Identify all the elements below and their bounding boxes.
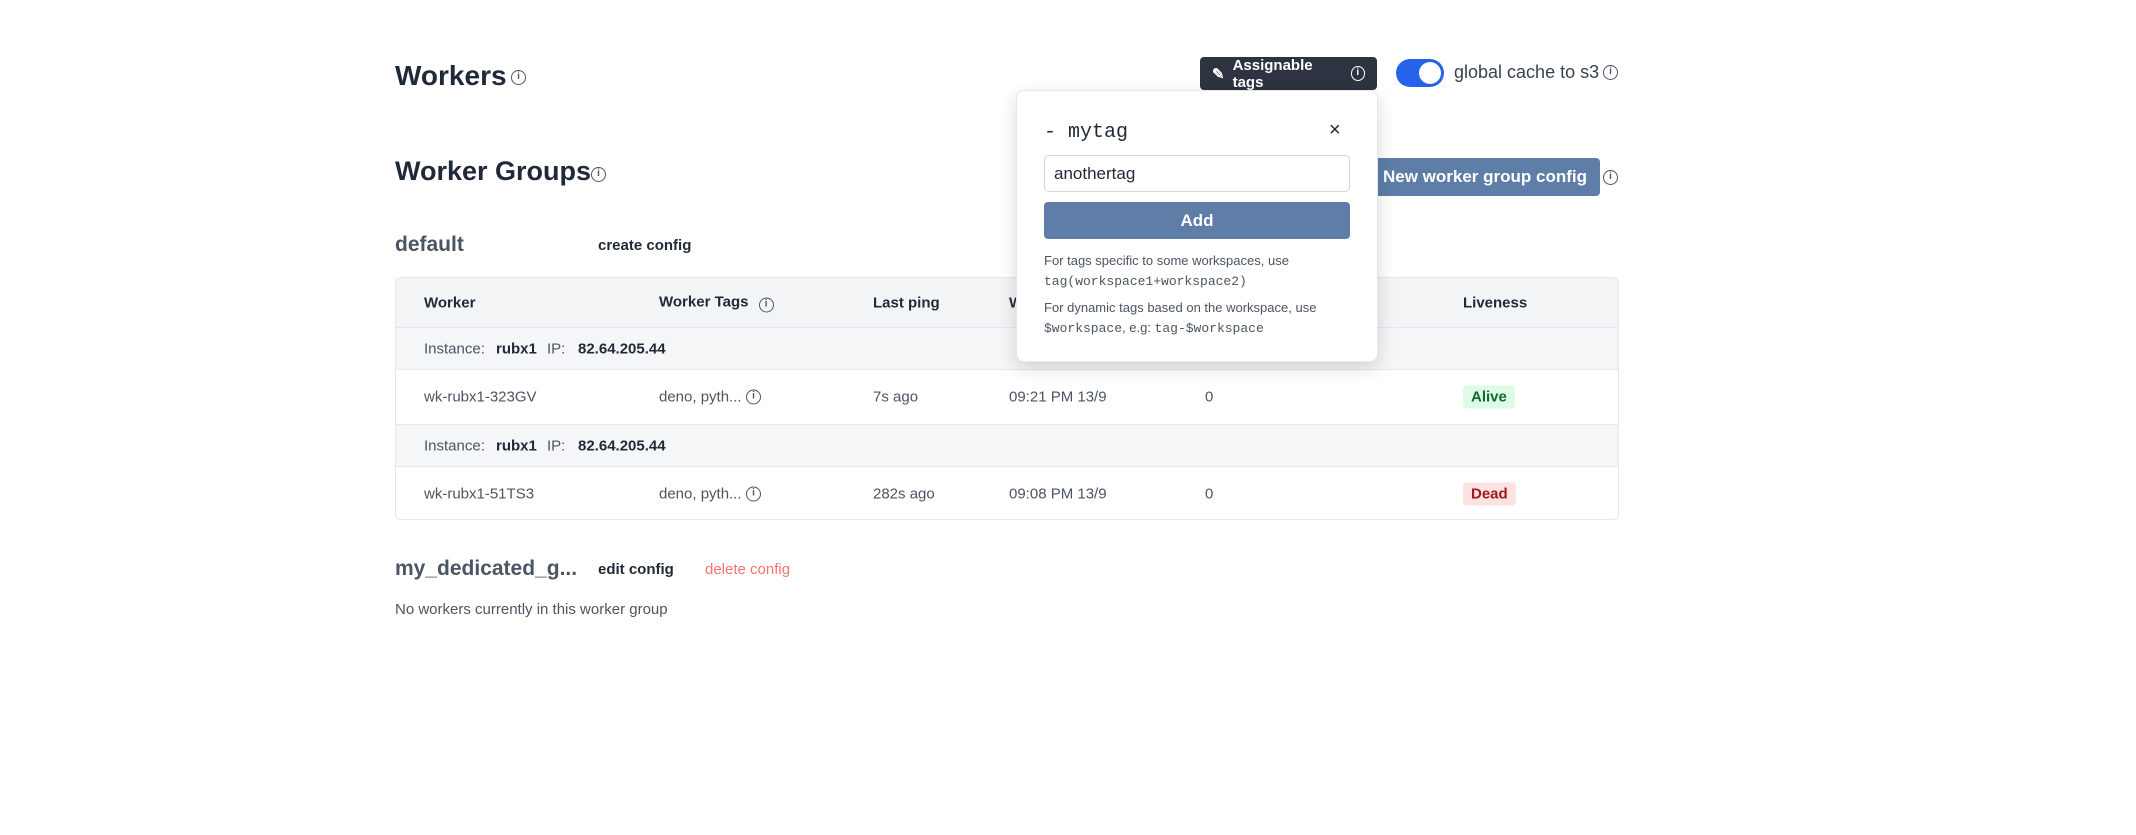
info-icon: i bbox=[1350, 66, 1365, 81]
group-name-default: default bbox=[395, 233, 464, 256]
help-code: $workspace bbox=[1044, 321, 1123, 336]
help-code: tag-$workspace bbox=[1154, 321, 1264, 336]
worker-start: 09:08 PM 13/9 bbox=[1009, 485, 1107, 503]
ip-value: 82.64.205.44 bbox=[578, 437, 666, 454]
ip-label: IP: bbox=[547, 340, 566, 357]
workers-table: Worker Worker Tags i Last ping W Livenes… bbox=[395, 277, 1619, 520]
assignable-tags-button[interactable]: ✎ Assignable tags i bbox=[1200, 56, 1377, 91]
add-tag-button[interactable]: Add bbox=[1044, 202, 1350, 239]
help-text-workspaces: For tags specific to some workspaces, us… bbox=[1044, 251, 1354, 292]
jobs-count: 0 bbox=[1205, 388, 1214, 406]
worker-name: wk-rubx1-323GV bbox=[424, 388, 537, 406]
status-badge: Dead bbox=[1463, 482, 1516, 506]
ip-label: IP: bbox=[547, 437, 566, 454]
assignable-tags-label: Assignable tags bbox=[1232, 56, 1313, 91]
col-liveness: Liveness bbox=[1463, 294, 1528, 311]
tag-input[interactable] bbox=[1044, 155, 1350, 192]
help-code: tag(workspace1+workspace2) bbox=[1044, 274, 1247, 289]
instance-name: rubx1 bbox=[496, 437, 537, 454]
col-worker-tags: Worker Tags i bbox=[659, 293, 774, 312]
info-icon[interactable]: i bbox=[511, 70, 526, 85]
col-last-ping: Last ping bbox=[873, 294, 940, 311]
info-icon[interactable]: i bbox=[746, 389, 761, 405]
last-ping: 282s ago bbox=[873, 485, 935, 503]
help-text: For dynamic tags based on the workspace,… bbox=[1044, 300, 1317, 315]
info-icon[interactable]: i bbox=[746, 486, 761, 502]
table-row: wk-rubx1-51TS3 deno, pyth... i 282s ago … bbox=[396, 467, 1618, 519]
toggle-knob bbox=[1419, 62, 1441, 84]
page-title: Workers bbox=[395, 60, 507, 91]
info-icon[interactable]: i bbox=[591, 167, 606, 182]
instance-label: Instance: bbox=[424, 340, 485, 357]
delete-config-link[interactable]: delete config bbox=[705, 561, 791, 578]
status-badge: Alive bbox=[1463, 385, 1515, 409]
worker-tags: deno, pyth... bbox=[659, 485, 742, 503]
global-cache-label: global cache to s3 bbox=[1454, 62, 1600, 82]
col-label: Worker Tags bbox=[659, 293, 749, 310]
ip-value: 82.64.205.44 bbox=[578, 340, 666, 357]
assignable-tags-popover: - mytag × Add For tags specific to some … bbox=[1016, 90, 1378, 362]
worker-name: wk-rubx1-51TS3 bbox=[424, 485, 535, 503]
info-icon[interactable]: i bbox=[1603, 170, 1618, 185]
table-row: wk-rubx1-323GV deno, pyth... i 7s ago 09… bbox=[396, 370, 1618, 425]
instance-name: rubx1 bbox=[496, 340, 537, 357]
instance-label: Instance: bbox=[424, 437, 485, 454]
global-cache-toggle[interactable] bbox=[1396, 59, 1444, 87]
jobs-count: 0 bbox=[1205, 485, 1214, 503]
help-text: For tags specific to some workspaces, us… bbox=[1044, 253, 1289, 268]
worker-groups-title: Worker Groups bbox=[395, 156, 592, 186]
last-ping: 7s ago bbox=[873, 388, 919, 406]
new-worker-group-config-button[interactable]: + New worker group config bbox=[1360, 158, 1600, 196]
instance-row: Instance: rubx1 IP: 82.64.205.44 bbox=[396, 425, 1618, 467]
group-name-dedicated: my_dedicated_g... bbox=[395, 557, 578, 580]
worker-start: 09:21 PM 13/9 bbox=[1009, 388, 1107, 406]
create-config-link[interactable]: create config bbox=[598, 237, 692, 254]
instance-row: Instance: rubx1 IP: 82.64.205.44 bbox=[396, 328, 1618, 370]
empty-group-message: No workers currently in this worker grou… bbox=[395, 601, 668, 618]
pencil-icon: ✎ bbox=[1212, 65, 1225, 83]
edit-config-link[interactable]: edit config bbox=[598, 561, 674, 578]
tag-item: - mytag bbox=[1044, 121, 1129, 144]
remove-tag-icon[interactable]: × bbox=[1329, 119, 1341, 141]
info-icon[interactable]: i bbox=[1603, 65, 1618, 80]
info-icon[interactable]: i bbox=[758, 297, 774, 312]
help-text-dynamic: For dynamic tags based on the workspace,… bbox=[1044, 298, 1364, 339]
worker-tags: deno, pyth... bbox=[659, 388, 742, 406]
table-header: Worker Worker Tags i Last ping W Livenes… bbox=[396, 278, 1618, 328]
col-worker: Worker bbox=[424, 294, 476, 311]
help-text: , e.g: bbox=[1122, 320, 1155, 335]
